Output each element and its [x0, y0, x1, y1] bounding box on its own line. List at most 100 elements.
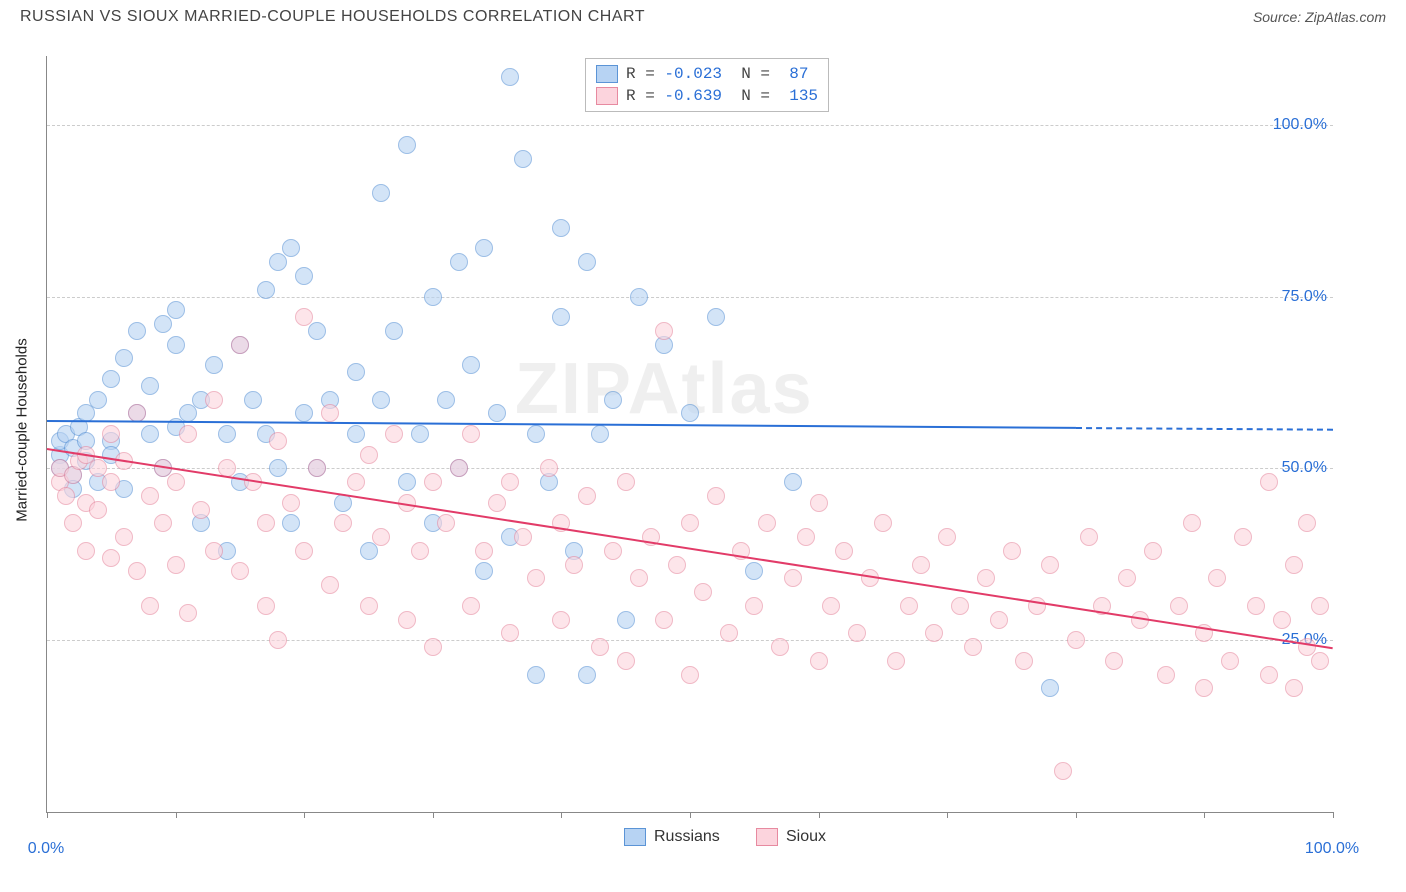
- scatter-point: [668, 556, 686, 574]
- scatter-point: [372, 391, 390, 409]
- scatter-point: [1260, 473, 1278, 491]
- scatter-point: [372, 528, 390, 546]
- stats-text: R = -0.639 N = 135: [626, 85, 818, 107]
- x-tick: [1333, 812, 1334, 818]
- scatter-point: [501, 68, 519, 86]
- scatter-point: [655, 322, 673, 340]
- scatter-point: [797, 528, 815, 546]
- x-tick: [819, 812, 820, 818]
- scatter-point: [784, 473, 802, 491]
- scatter-point: [488, 404, 506, 422]
- gridline-h: [47, 297, 1333, 298]
- scatter-point: [295, 267, 313, 285]
- scatter-point: [964, 638, 982, 656]
- scatter-point: [1260, 666, 1278, 684]
- scatter-point: [244, 391, 262, 409]
- scatter-point: [552, 611, 570, 629]
- scatter-point: [617, 473, 635, 491]
- trend-line: [1076, 427, 1333, 431]
- legend-label: Sioux: [786, 828, 826, 846]
- scatter-point: [1285, 679, 1303, 697]
- scatter-point: [282, 239, 300, 257]
- scatter-point: [398, 473, 416, 491]
- scatter-point: [810, 494, 828, 512]
- scatter-point: [565, 556, 583, 574]
- scatter-point: [89, 391, 107, 409]
- scatter-point: [128, 562, 146, 580]
- scatter-point: [141, 487, 159, 505]
- stats-box: R = -0.023 N = 87R = -0.639 N = 135: [585, 58, 829, 112]
- scatter-point: [321, 576, 339, 594]
- scatter-point: [578, 666, 596, 684]
- scatter-point: [308, 322, 326, 340]
- source-name: ZipAtlas.com: [1305, 9, 1386, 25]
- scatter-point: [707, 487, 725, 505]
- scatter-point: [1311, 597, 1329, 615]
- scatter-point: [527, 569, 545, 587]
- scatter-point: [990, 611, 1008, 629]
- scatter-point: [257, 597, 275, 615]
- scatter-point: [269, 253, 287, 271]
- scatter-point: [514, 150, 532, 168]
- scatter-point: [1247, 597, 1265, 615]
- scatter-point: [1015, 652, 1033, 670]
- y-tick-label: 50.0%: [1282, 459, 1327, 477]
- scatter-point: [167, 556, 185, 574]
- scatter-point: [231, 562, 249, 580]
- scatter-point: [681, 404, 699, 422]
- scatter-point: [1041, 556, 1059, 574]
- scatter-point: [1183, 514, 1201, 532]
- scatter-point: [398, 611, 416, 629]
- scatter-plot-area: ZIPAtlas 25.0%50.0%75.0%100.0%R = -0.023…: [46, 56, 1333, 813]
- scatter-point: [141, 377, 159, 395]
- scatter-point: [694, 583, 712, 601]
- scatter-point: [57, 487, 75, 505]
- scatter-point: [437, 391, 455, 409]
- scatter-point: [257, 514, 275, 532]
- scatter-point: [938, 528, 956, 546]
- scatter-point: [1311, 652, 1329, 670]
- scatter-point: [835, 542, 853, 560]
- trend-line: [47, 420, 1076, 429]
- scatter-point: [308, 459, 326, 477]
- scatter-point: [295, 542, 313, 560]
- scatter-point: [424, 473, 442, 491]
- scatter-point: [822, 597, 840, 615]
- scatter-point: [334, 514, 352, 532]
- scatter-point: [347, 425, 365, 443]
- scatter-point: [745, 562, 763, 580]
- scatter-point: [89, 501, 107, 519]
- scatter-point: [282, 494, 300, 512]
- scatter-point: [810, 652, 828, 670]
- x-tick: [433, 812, 434, 818]
- legend-item: Russians: [624, 828, 720, 846]
- scatter-point: [167, 336, 185, 354]
- scatter-point: [295, 404, 313, 422]
- scatter-point: [900, 597, 918, 615]
- scatter-point: [527, 666, 545, 684]
- scatter-point: [630, 288, 648, 306]
- scatter-point: [1041, 679, 1059, 697]
- x-tick: [1204, 812, 1205, 818]
- scatter-point: [115, 349, 133, 367]
- scatter-point: [372, 184, 390, 202]
- x-tick: [47, 812, 48, 818]
- scatter-point: [540, 459, 558, 477]
- scatter-point: [604, 542, 622, 560]
- scatter-point: [527, 425, 545, 443]
- scatter-point: [450, 253, 468, 271]
- scatter-point: [347, 473, 365, 491]
- scatter-point: [115, 528, 133, 546]
- scatter-point: [205, 542, 223, 560]
- scatter-point: [154, 315, 172, 333]
- scatter-point: [745, 597, 763, 615]
- scatter-point: [925, 624, 943, 642]
- scatter-point: [578, 487, 596, 505]
- scatter-point: [360, 542, 378, 560]
- scatter-point: [282, 514, 300, 532]
- x-tick-label: 0.0%: [28, 840, 64, 858]
- scatter-point: [411, 542, 429, 560]
- scatter-point: [437, 514, 455, 532]
- x-tick: [947, 812, 948, 818]
- scatter-point: [977, 569, 995, 587]
